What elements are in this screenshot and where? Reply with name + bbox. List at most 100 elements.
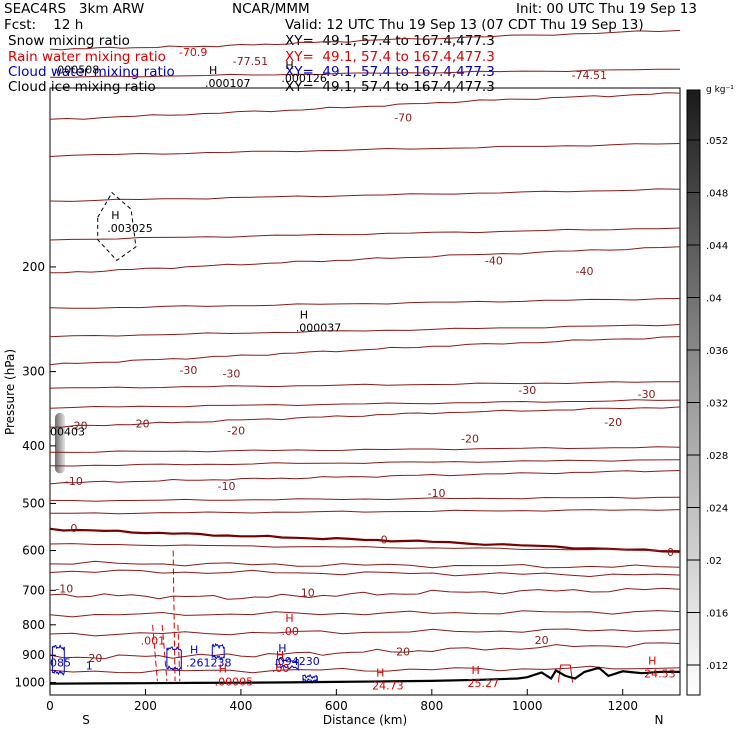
edge-contour-label: -70.9	[179, 46, 207, 59]
y-tick-label: 900	[22, 648, 45, 662]
cloud-ice-shading	[55, 412, 65, 474]
maximum-marker: H	[300, 309, 308, 322]
maximum-value: .261238	[186, 656, 232, 669]
x-tick-label: 1200	[607, 699, 638, 713]
maximum-marker: H	[648, 655, 656, 668]
x-tick-label: 400	[229, 699, 252, 713]
isotherm-label: -30	[518, 384, 536, 397]
colorbar-tick-label: .016	[706, 609, 728, 620]
maximum-marker: H	[219, 663, 227, 676]
field-xy-cloudwater: XY= 49.1, 57.4 to 167.4,477.3	[285, 64, 495, 80]
y-tick-label: 500	[22, 496, 45, 510]
isotherm-line	[49, 188, 681, 202]
colorbar-tick-label: .048	[706, 189, 728, 200]
maximum-value: .00005	[215, 676, 254, 689]
maximum-marker: H	[285, 59, 293, 72]
rain-contour	[161, 624, 168, 682]
isotherm-label: -20	[227, 425, 245, 438]
model-title: SEAC4RS 3km ARW	[4, 1, 145, 17]
isotherm-line	[49, 628, 681, 637]
cloud-water-contour	[276, 657, 299, 671]
maximum-marker: H	[111, 209, 119, 222]
isotherm-label: 0	[381, 534, 388, 547]
isotherm-line	[49, 298, 681, 309]
isotherm-line	[49, 642, 681, 660]
maximum-value: .000037	[296, 322, 342, 335]
field-name-cloudwater: Cloud water mixing ratio	[8, 64, 175, 80]
cloud-water-contour	[166, 645, 182, 672]
forecast-hour: Fcst: 12 h	[4, 17, 84, 33]
field-xy-cloudice: XY= 49.1, 57.4 to 167.4,477.3	[285, 79, 495, 95]
colorbar-tick-label: .036	[706, 346, 728, 357]
maximum-marker: H	[278, 642, 286, 655]
edge-contour-label: 00403	[50, 425, 85, 438]
isotherm-line	[49, 92, 681, 120]
isotherm-label: 20	[535, 634, 549, 647]
isotherm-label: 20	[88, 652, 102, 665]
maximum-marker: H	[285, 612, 293, 625]
maximum-value: .001	[141, 634, 166, 647]
colorbar-tick-label: .032	[706, 399, 728, 410]
isotherm-label: 0	[70, 522, 77, 535]
isotherm-line	[49, 381, 681, 389]
field-xy-rain: XY= 49.1, 57.4 to 167.4,477.3	[285, 49, 495, 65]
y-tick-label: 700	[22, 583, 45, 597]
rain-contour	[152, 624, 158, 682]
isotherm-line	[49, 336, 681, 366]
y-tick-label: 600	[22, 544, 45, 558]
edge-contour-label: .000508	[54, 63, 99, 76]
isotherm-label: -20	[132, 418, 150, 431]
isotherm-line	[50, 509, 681, 515]
maximum-marker: H	[190, 643, 198, 656]
isotherm-line	[49, 610, 681, 618]
isotherm-line	[50, 68, 681, 78]
edge-contour-label: 085	[50, 656, 71, 669]
isotherm-line	[49, 143, 681, 157]
isotherm-line	[49, 29, 681, 51]
field-name-cloudice: Cloud ice mixing ratio	[8, 79, 156, 95]
y-tick-label: 400	[22, 439, 45, 453]
isotherm-label: 10	[301, 587, 315, 600]
isotherm-label: -10	[218, 480, 236, 493]
x-tick-label: 800	[420, 699, 443, 713]
colorbar	[686, 89, 701, 696]
isotherm-label: -40	[576, 265, 594, 278]
maximum-value: 24.53	[644, 668, 676, 681]
colorbar-unit: g kg⁻¹	[706, 85, 734, 95]
y-axis-title: Pressure (hPa)	[3, 349, 17, 435]
y-tick-label: 800	[22, 618, 45, 632]
isotherm-label: -74.51	[572, 69, 607, 82]
isotherm-line	[49, 587, 681, 600]
isotherm-line	[49, 543, 680, 551]
maximum-value: 24.73	[372, 679, 404, 692]
x-tick-label: 600	[325, 699, 348, 713]
terrain-surface	[49, 666, 680, 685]
isotherm-line	[49, 227, 681, 241]
maximum-marker: H	[209, 64, 217, 77]
colorbar-tick-label: .04	[706, 294, 722, 305]
rain-contour	[177, 624, 181, 682]
snow-contour	[97, 191, 137, 262]
x-tick-label: 200	[134, 699, 157, 713]
cloud-water-contour	[211, 643, 225, 661]
maximum-value: 25.27	[468, 677, 500, 690]
isotherm-line	[49, 459, 681, 467]
x-axis-end-label: N	[655, 713, 664, 727]
isotherm-label: -10	[55, 582, 73, 595]
isotherm-label: -20	[604, 416, 622, 429]
isotherm-label: -30	[638, 388, 656, 401]
colorbar-tick-label: .028	[706, 451, 728, 462]
y-tick-label: 1000	[14, 675, 45, 689]
isotherm-line	[49, 527, 681, 553]
isotherm-line	[49, 665, 681, 674]
isotherm-line	[49, 496, 681, 502]
maximum-value: .00	[281, 625, 299, 638]
isotherm-line	[49, 470, 681, 485]
org-label: NCAR/MMM	[232, 1, 310, 17]
colorbar-tick-label: .024	[706, 504, 728, 515]
isotherm-label: -77.51	[233, 55, 268, 68]
maximum-marker: H	[472, 664, 480, 677]
maximum-value: .003025	[107, 222, 153, 235]
isotherm-label: -20	[461, 433, 479, 446]
isotherm-line	[50, 246, 681, 274]
